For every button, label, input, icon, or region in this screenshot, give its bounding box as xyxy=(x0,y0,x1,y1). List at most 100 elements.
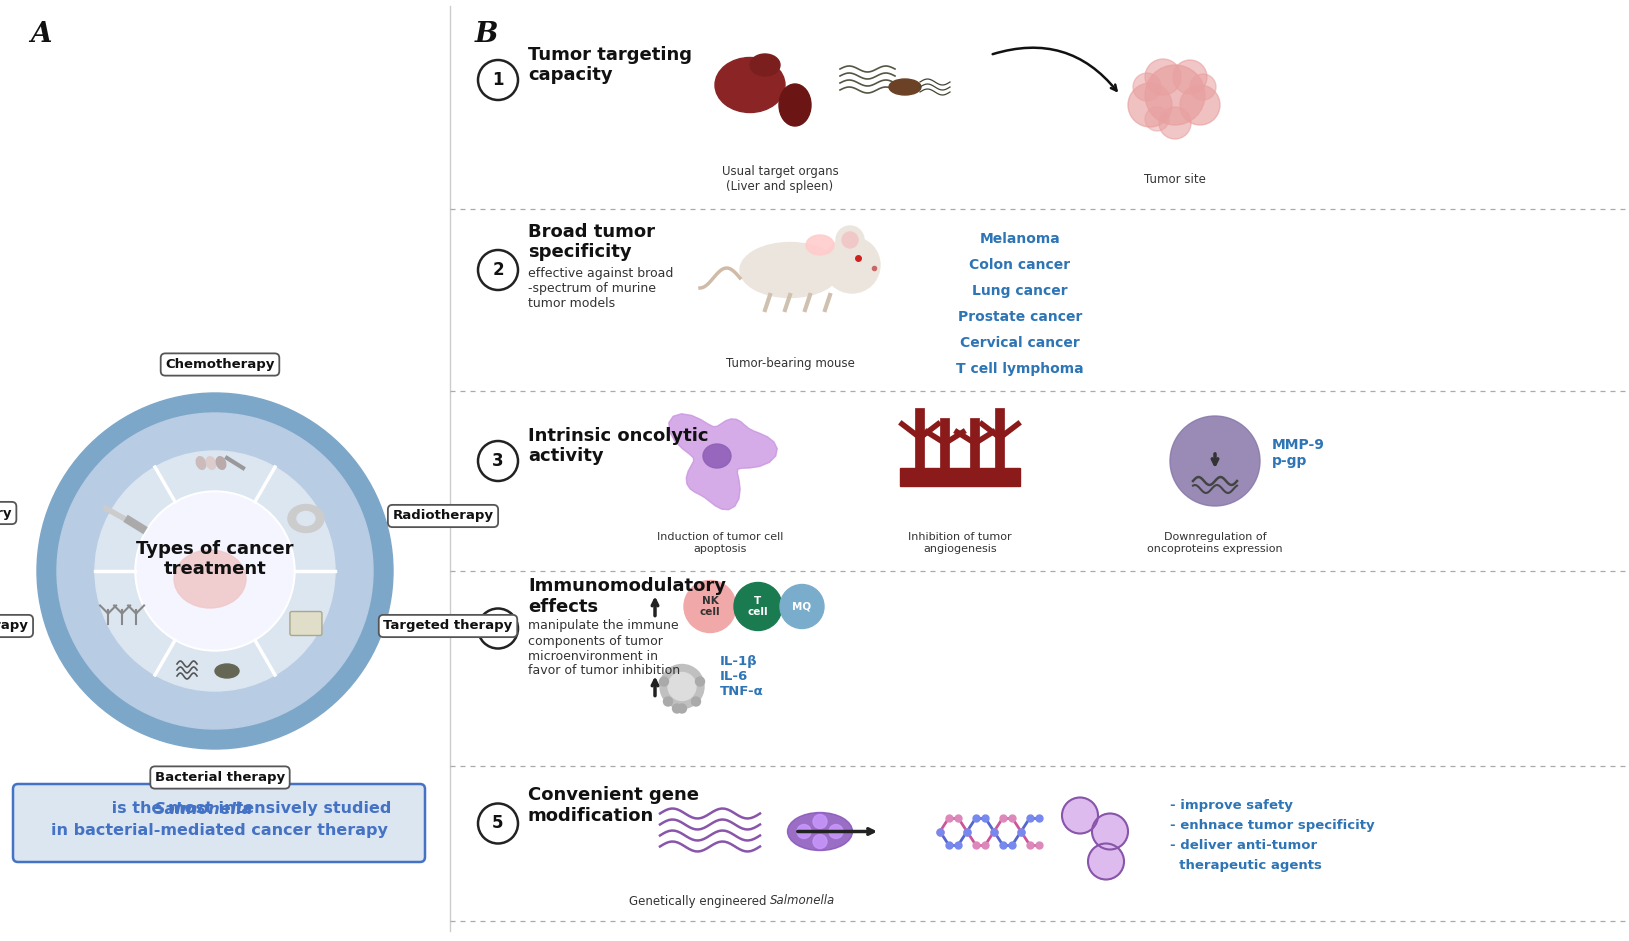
Text: Immunomodulatory
effects: Immunomodulatory effects xyxy=(528,577,727,616)
Text: is the most intensively studied: is the most intensively studied xyxy=(106,802,391,817)
Text: T
cell: T cell xyxy=(748,596,769,617)
Ellipse shape xyxy=(217,456,226,470)
Text: Melanoma: Melanoma xyxy=(979,232,1060,246)
Text: Tumor-bearing mouse: Tumor-bearing mouse xyxy=(725,357,855,370)
Circle shape xyxy=(137,493,293,649)
Circle shape xyxy=(797,824,811,838)
Text: Induction of tumor cell
apoptosis: Induction of tumor cell apoptosis xyxy=(656,533,784,554)
Text: MQ: MQ xyxy=(792,601,811,612)
Circle shape xyxy=(477,804,518,843)
Circle shape xyxy=(1158,107,1191,139)
Circle shape xyxy=(1145,107,1170,131)
Text: 2: 2 xyxy=(492,261,503,279)
Circle shape xyxy=(1173,60,1207,94)
Circle shape xyxy=(824,237,880,293)
Circle shape xyxy=(684,581,736,632)
Circle shape xyxy=(1145,59,1181,95)
Text: Downregulation of
oncoproteins expression: Downregulation of oncoproteins expressio… xyxy=(1147,533,1282,554)
Text: Broad tumor
specificity: Broad tumor specificity xyxy=(528,223,655,262)
Text: Types of cancer
treatment: Types of cancer treatment xyxy=(137,539,293,579)
Circle shape xyxy=(829,824,842,838)
Text: Targeted therapy: Targeted therapy xyxy=(383,619,513,632)
Text: 3: 3 xyxy=(492,452,503,470)
Ellipse shape xyxy=(215,664,239,678)
Circle shape xyxy=(813,815,828,828)
Circle shape xyxy=(37,393,393,749)
Text: Colon cancer: Colon cancer xyxy=(969,258,1070,272)
FancyBboxPatch shape xyxy=(13,784,425,862)
Text: NK
cell: NK cell xyxy=(700,596,720,617)
Circle shape xyxy=(842,232,858,248)
Text: MMP-9
p-gp: MMP-9 p-gp xyxy=(1272,438,1324,468)
Text: effective against broad
-spectrum of murine
tumor models: effective against broad -spectrum of mur… xyxy=(528,266,673,310)
Circle shape xyxy=(477,60,518,100)
Text: - enhnace tumor specificity: - enhnace tumor specificity xyxy=(1170,819,1375,832)
Text: 5: 5 xyxy=(492,815,503,833)
Text: Genetically engineered: Genetically engineered xyxy=(629,895,771,907)
Bar xyxy=(899,468,1020,486)
Text: therapeutic agents: therapeutic agents xyxy=(1170,859,1321,872)
Ellipse shape xyxy=(174,550,246,608)
Text: - improve safety: - improve safety xyxy=(1170,799,1293,812)
Circle shape xyxy=(94,451,336,691)
Circle shape xyxy=(57,413,373,729)
Circle shape xyxy=(1170,416,1259,506)
Circle shape xyxy=(780,584,824,629)
Circle shape xyxy=(477,441,518,481)
Circle shape xyxy=(1179,85,1220,125)
Ellipse shape xyxy=(749,54,780,76)
Ellipse shape xyxy=(296,512,314,525)
Circle shape xyxy=(691,697,700,706)
Text: - deliver anti-tumor: - deliver anti-tumor xyxy=(1170,839,1318,852)
Circle shape xyxy=(735,582,782,630)
Circle shape xyxy=(673,704,681,713)
Ellipse shape xyxy=(288,504,324,533)
Text: Prostate cancer: Prostate cancer xyxy=(958,310,1082,324)
Circle shape xyxy=(668,673,696,700)
Circle shape xyxy=(1145,65,1205,125)
Text: Cervical cancer: Cervical cancer xyxy=(959,336,1080,350)
Text: in bacterial-mediated cancer therapy: in bacterial-mediated cancer therapy xyxy=(50,823,388,838)
Text: A: A xyxy=(29,21,52,48)
Text: T cell lymphoma: T cell lymphoma xyxy=(956,362,1083,376)
Text: Salmonella: Salmonella xyxy=(771,895,836,907)
Circle shape xyxy=(696,677,704,686)
Ellipse shape xyxy=(779,84,811,126)
Circle shape xyxy=(1191,74,1215,100)
Text: Tumor targeting
capacity: Tumor targeting capacity xyxy=(528,45,692,85)
Ellipse shape xyxy=(704,444,731,468)
Text: Salmonella: Salmonella xyxy=(155,802,254,817)
Text: Convenient gene
modification: Convenient gene modification xyxy=(528,786,699,825)
Ellipse shape xyxy=(740,243,841,297)
Text: Inhibition of tumor
angiogenesis: Inhibition of tumor angiogenesis xyxy=(909,533,1012,554)
Ellipse shape xyxy=(195,456,205,470)
Ellipse shape xyxy=(787,812,852,851)
Text: Lung cancer: Lung cancer xyxy=(973,284,1069,298)
Circle shape xyxy=(660,664,704,709)
Circle shape xyxy=(678,704,686,713)
Text: Chemotherapy: Chemotherapy xyxy=(165,358,275,371)
Circle shape xyxy=(1062,798,1098,834)
Ellipse shape xyxy=(207,456,215,470)
Text: Radiotherapy: Radiotherapy xyxy=(393,509,494,522)
Text: manipulate the immune
components of tumor
microenvironment in
favor of tumor inh: manipulate the immune components of tumo… xyxy=(528,619,681,678)
Polygon shape xyxy=(670,414,777,510)
Ellipse shape xyxy=(715,57,785,113)
Circle shape xyxy=(1127,83,1171,127)
Text: Intrinsic oncolytic
activity: Intrinsic oncolytic activity xyxy=(528,426,709,466)
Text: B: B xyxy=(476,21,498,48)
Circle shape xyxy=(836,226,863,254)
Text: Surgery: Surgery xyxy=(0,506,11,519)
FancyBboxPatch shape xyxy=(290,612,323,635)
Circle shape xyxy=(813,835,828,849)
Text: 4: 4 xyxy=(492,619,503,637)
Circle shape xyxy=(1134,73,1161,101)
Text: IL-1β
IL-6
TNF-α: IL-1β IL-6 TNF-α xyxy=(720,655,764,698)
Text: Tumor site: Tumor site xyxy=(1144,172,1205,185)
Text: 1: 1 xyxy=(492,71,503,89)
Circle shape xyxy=(477,609,518,648)
Circle shape xyxy=(1088,843,1124,880)
Circle shape xyxy=(477,250,518,290)
Circle shape xyxy=(663,697,673,706)
Circle shape xyxy=(1091,814,1127,850)
